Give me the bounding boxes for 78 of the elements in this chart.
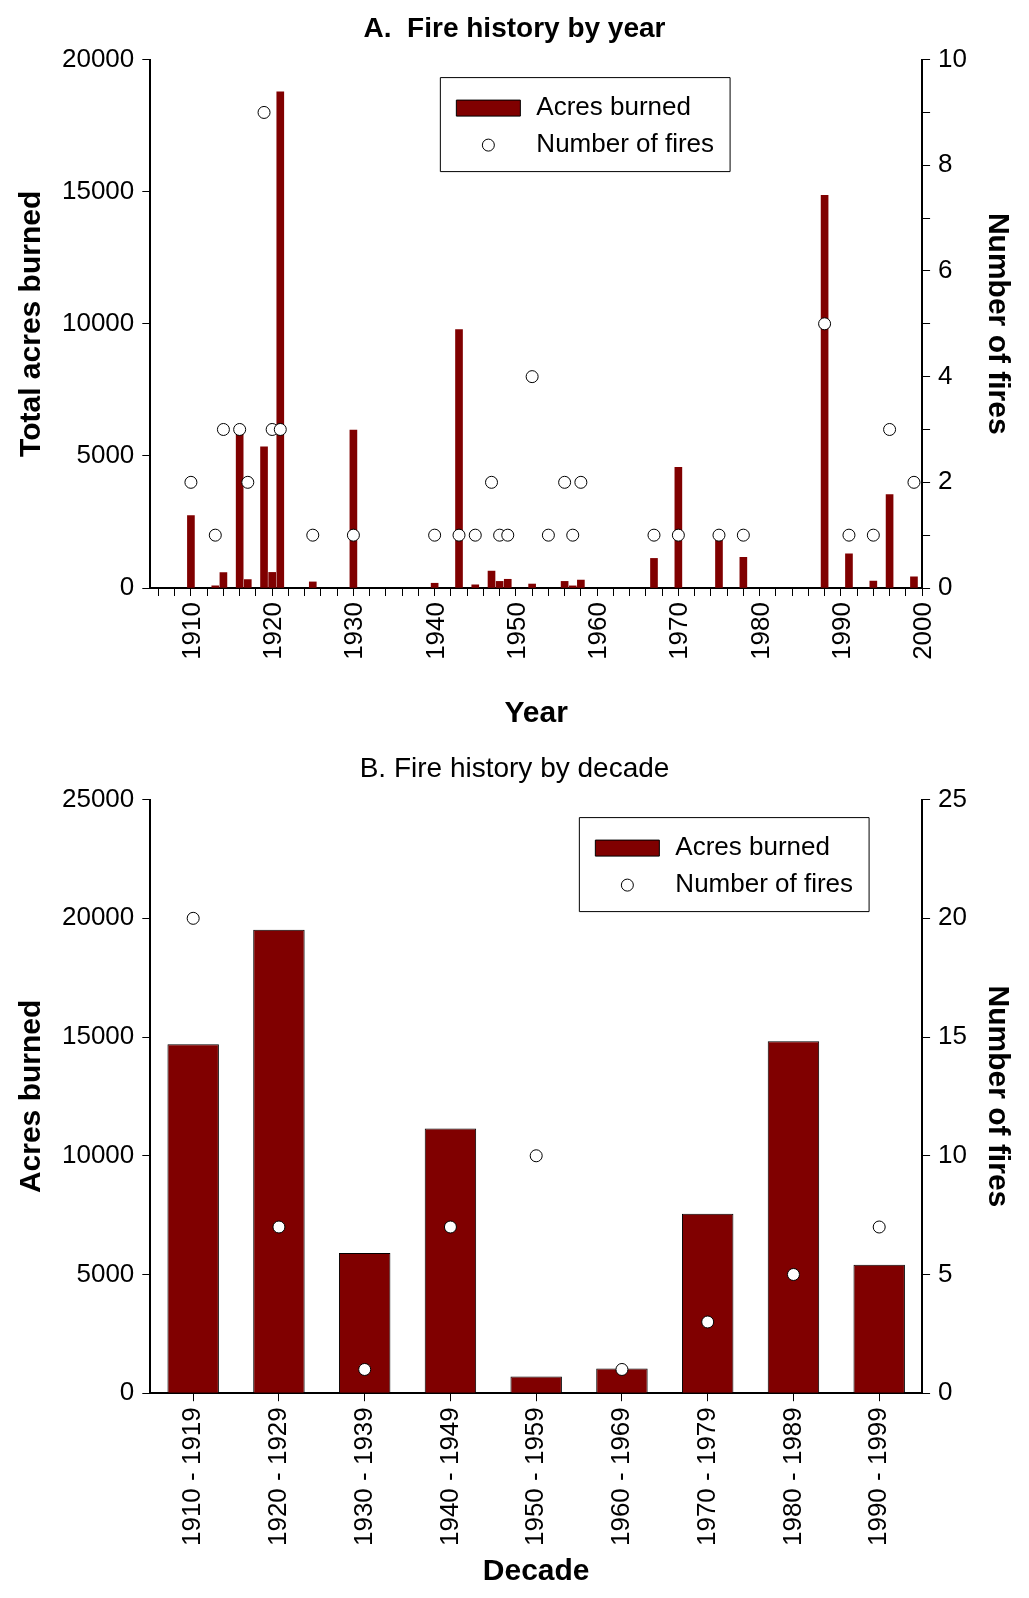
y2-tick-label: 2 [938, 465, 953, 496]
y2-tick-label: 5 [938, 1257, 953, 1288]
x-tick-label: 1920 - 1929 [262, 1407, 293, 1547]
y-tick-label: 10000 [61, 306, 135, 337]
x-tick-label: 1980 - 1989 [776, 1407, 807, 1547]
bar [869, 580, 878, 588]
point [358, 1362, 372, 1376]
y-tick-label: 0 [119, 571, 135, 602]
point [671, 528, 685, 542]
x-tick-label: 1930 [338, 602, 369, 660]
y-tick-label: 0 [119, 1376, 135, 1407]
point [701, 1315, 715, 1329]
chart-title: A. Fire history by year [363, 11, 666, 43]
point [818, 317, 832, 331]
bar [308, 581, 317, 588]
y-axis-title: Acres burned [13, 999, 47, 1194]
y2-tick-label: 15 [938, 1020, 967, 1051]
point [786, 1267, 800, 1281]
x-tick-label: 1960 [582, 602, 613, 660]
y2-tick-label: 0 [938, 571, 953, 602]
point [615, 1362, 629, 1376]
y2-tick-label: 8 [938, 148, 953, 179]
point [443, 1220, 457, 1234]
x-tick-label: 1920 [257, 602, 288, 660]
x-tick-label: 1940 - 1949 [433, 1407, 464, 1547]
bar [187, 515, 195, 588]
point [346, 528, 360, 542]
x-tick-label: 1970 [663, 602, 694, 660]
y-tick-label: 20000 [61, 901, 135, 932]
legend-label: Acres burned [675, 831, 831, 862]
bar [739, 557, 748, 588]
x-tick-label: 1910 - 1919 [176, 1407, 207, 1547]
x-tick-label: 1980 [744, 602, 775, 660]
x-tick-label: 2000 [907, 602, 938, 660]
bar [845, 553, 853, 588]
y2-axis-title: Number of fires [982, 212, 1016, 435]
x-tick-label: 1990 [825, 602, 856, 660]
point [272, 1220, 286, 1234]
x-tick-label: 1910 [175, 602, 206, 660]
y-tick-label: 10000 [61, 1138, 135, 1169]
x-axis-title: Decade [482, 1553, 590, 1587]
y2-tick-label: 10 [938, 42, 967, 73]
y-tick-label: 20000 [61, 42, 135, 73]
point [273, 422, 287, 436]
y2-tick-label: 10 [938, 1138, 967, 1169]
bar [910, 576, 918, 588]
x-tick-label: 1970 - 1979 [690, 1407, 721, 1547]
chart-title: B. Fire history by decade [359, 751, 670, 783]
y2-tick-label: 25 [938, 782, 967, 813]
x-axis-title: Year [504, 695, 569, 729]
legend-label: Number of fires [675, 868, 854, 899]
legend-label: Acres burned [536, 91, 692, 122]
x-tick-label: 1990 - 1999 [862, 1407, 893, 1547]
x-tick-label: 1940 [419, 602, 450, 660]
y-tick-label: 25000 [61, 782, 135, 813]
x-tick-label: 1930 - 1939 [347, 1407, 378, 1547]
legend-label: Number of fires [536, 128, 715, 159]
x-tick-label: 1950 - 1959 [519, 1407, 550, 1547]
y-tick-label: 15000 [61, 174, 135, 205]
point [452, 528, 466, 542]
bar [430, 582, 439, 588]
x-tick-label: 1950 [500, 602, 531, 660]
bar [528, 583, 536, 588]
bar [715, 538, 723, 588]
y2-tick-label: 20 [938, 901, 967, 932]
bar [885, 494, 894, 588]
bar [650, 558, 658, 588]
y-tick-label: 5000 [76, 1257, 135, 1288]
y-tick-label: 5000 [76, 439, 135, 470]
y2-axis-title: Number of fires [982, 985, 1016, 1208]
bar [471, 584, 480, 588]
y-tick-label: 15000 [61, 1020, 135, 1051]
y2-tick-label: 0 [938, 1376, 953, 1407]
y2-tick-label: 6 [938, 254, 953, 285]
bar [455, 329, 463, 588]
x-tick-label: 1960 - 1969 [605, 1407, 636, 1547]
y2-tick-label: 4 [938, 359, 953, 390]
y-axis-title: Total acres burned [13, 190, 47, 457]
